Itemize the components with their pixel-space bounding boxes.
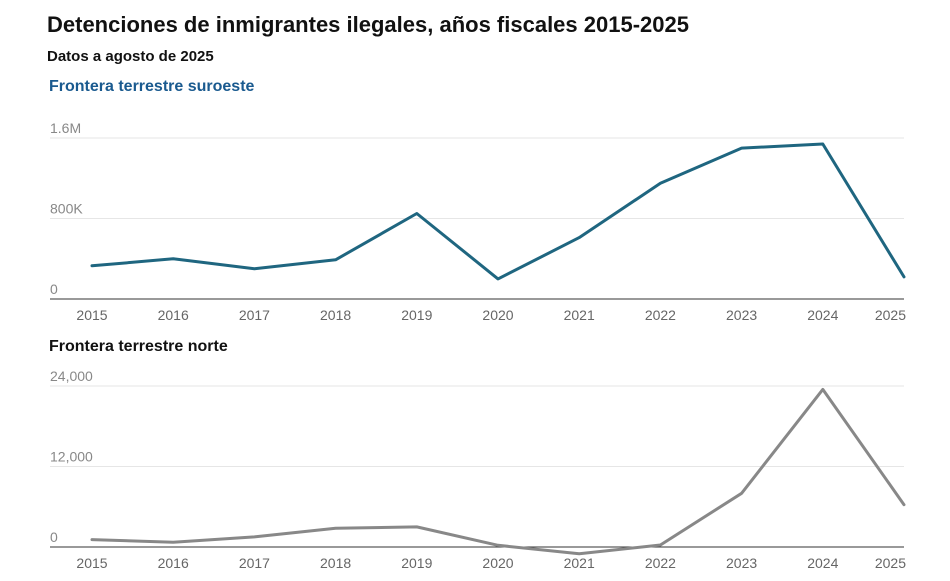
y-tick-label: 800K	[50, 201, 83, 217]
y-tick-label: 0	[50, 529, 58, 545]
x-tick-label: 2016	[158, 555, 189, 571]
chart-subtitle: Datos a agosto de 2025	[47, 48, 214, 65]
panel-southwest: 0 800K 1.6M 2015 2016 2017 2018 2019 2020 2021 202…	[50, 120, 906, 323]
x-tick-label: 2021	[564, 555, 595, 571]
chart-title: Detenciones de inmigrantes ilegales, año…	[47, 12, 689, 37]
x-tick-label: 2015	[76, 555, 107, 571]
x-tick-label: 2019	[401, 307, 432, 323]
panel-title-north: Frontera terrestre norte	[49, 338, 228, 355]
y-tick-label: 24,000	[50, 368, 93, 384]
x-tick-label: 2018	[320, 555, 351, 571]
x-tick-label: 2020	[482, 307, 513, 323]
data-point	[91, 538, 94, 541]
data-point	[578, 552, 581, 555]
data-point	[91, 264, 94, 267]
x-tick-label: 2023	[726, 307, 757, 323]
x-tick-label: 2018	[320, 307, 351, 323]
x-tick-label: 2017	[239, 555, 270, 571]
y-tick-label: 0	[50, 281, 58, 297]
panel-title-southwest: Frontera terrestre suroeste	[49, 78, 255, 95]
data-point	[253, 535, 256, 538]
x-tick-label: 2017	[239, 307, 270, 323]
x-tick-label: 2022	[645, 555, 676, 571]
data-point	[903, 503, 906, 506]
data-point	[334, 258, 337, 261]
data-point	[172, 541, 175, 544]
data-point	[659, 543, 662, 546]
x-tick-label: 2023	[726, 555, 757, 571]
x-tick-label: 2022	[645, 307, 676, 323]
data-point	[821, 143, 824, 146]
panel-north: 0 12,000 24,000 2015 2016 2017 2018 2019 2020 202…	[50, 368, 906, 571]
x-tick-label: 2015	[76, 307, 107, 323]
x-tick-label: 2020	[482, 555, 513, 571]
data-point	[821, 388, 824, 391]
x-tick-label: 2024	[807, 555, 838, 571]
data-point	[415, 525, 418, 528]
series-line	[90, 142, 906, 281]
x-tick-label: 2019	[401, 555, 432, 571]
data-point	[903, 275, 906, 278]
data-point	[334, 527, 337, 530]
x-tick-label: 2025	[875, 307, 906, 323]
x-tick-label: 2025	[875, 555, 906, 571]
x-tick-label: 2024	[807, 307, 838, 323]
data-point	[659, 182, 662, 185]
x-tick-label: 2021	[564, 307, 595, 323]
data-point	[253, 267, 256, 270]
data-point	[497, 277, 500, 280]
data-point	[740, 492, 743, 495]
x-tick-label: 2016	[158, 307, 189, 323]
data-point	[415, 212, 418, 215]
series-line	[90, 387, 906, 556]
y-tick-label: 12,000	[50, 449, 93, 465]
data-point	[740, 147, 743, 150]
data-point	[497, 544, 500, 547]
data-point	[172, 257, 175, 260]
data-point	[578, 236, 581, 239]
y-tick-label: 1.6M	[50, 120, 81, 136]
